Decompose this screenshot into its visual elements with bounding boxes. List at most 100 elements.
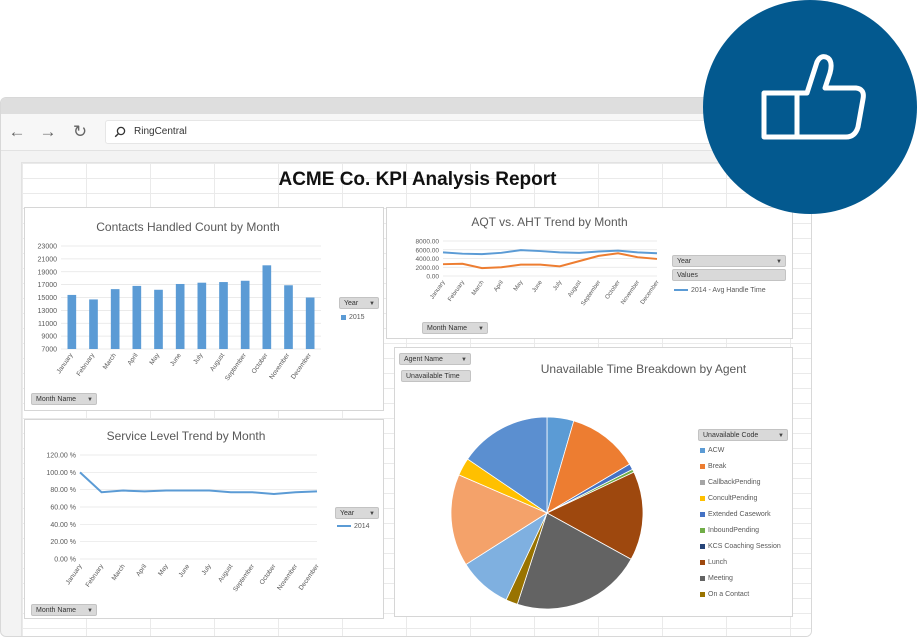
y-tick-label: 100.00 % bbox=[46, 470, 76, 477]
legend-swatch bbox=[700, 511, 705, 517]
x-tick-label: March bbox=[111, 563, 127, 582]
bar bbox=[175, 283, 185, 349]
x-tick-label: April bbox=[126, 352, 140, 367]
x-tick-label: November bbox=[620, 280, 641, 306]
pie-legend-item: KCS Coaching Session bbox=[700, 543, 781, 550]
pie-legend-label: Meeting bbox=[708, 575, 733, 582]
aqt-legend-label: 2014 - Avg Handle Time bbox=[691, 287, 766, 294]
x-tick-label: June bbox=[532, 279, 545, 294]
arrow-right-icon[interactable]: → bbox=[39, 122, 57, 141]
agent-name-filter-button[interactable]: Agent Name ▼ bbox=[399, 353, 471, 365]
year-filter-button[interactable]: Year ▼ bbox=[672, 255, 786, 267]
x-tick-label: May bbox=[157, 563, 170, 578]
unavailable-code-label: Unavailable Code bbox=[703, 432, 759, 439]
y-tick-label: 13000 bbox=[38, 308, 58, 315]
bar bbox=[305, 297, 315, 349]
service-chart-panel[interactable]: Service Level Trend by Month 120.00 % 100… bbox=[24, 419, 384, 619]
x-tick-label: January bbox=[56, 352, 75, 376]
x-tick-label: April bbox=[493, 280, 505, 293]
address-text: RingCentral bbox=[134, 126, 187, 137]
year-filter-label: Year bbox=[344, 300, 359, 307]
pie-legend-item: On a Contact bbox=[700, 591, 749, 598]
chevron-down-icon: ▼ bbox=[87, 397, 93, 403]
aqt-legend-item: 2014 - Avg Handle Time bbox=[674, 287, 766, 294]
service-legend-item: 2014 bbox=[337, 523, 370, 530]
address-bar[interactable]: RingCentral bbox=[105, 120, 810, 144]
legend-swatch bbox=[341, 314, 346, 320]
month-name-filter-button[interactable]: Month Name ▼ bbox=[31, 604, 97, 616]
y-tick-label: 17000 bbox=[38, 282, 58, 289]
x-tick-label: July bbox=[201, 563, 214, 577]
y-tick-label: 7000 bbox=[41, 347, 57, 354]
y-tick-label: 19000 bbox=[38, 269, 58, 276]
year-filter-button[interactable]: Year ▼ bbox=[335, 507, 379, 519]
year-filter-button[interactable]: Year ▼ bbox=[339, 297, 379, 309]
pie-legend-item: CallbackPending bbox=[700, 479, 761, 486]
y-tick-label: 8000.00 bbox=[416, 239, 440, 246]
contacts-legend-item: 2015 bbox=[341, 314, 365, 321]
y-tick-label: 6000.00 bbox=[416, 247, 440, 254]
x-tick-label: August bbox=[209, 352, 226, 373]
x-tick-label: March bbox=[471, 280, 485, 297]
year-filter-label: Year bbox=[677, 258, 692, 265]
y-tick-label: 60.00 % bbox=[50, 505, 76, 512]
pie-slice bbox=[546, 471, 644, 560]
x-tick-label: February bbox=[85, 563, 106, 589]
unavailable-code-filter-button[interactable]: Unavailable Code ▼ bbox=[698, 429, 788, 441]
x-tick-label: September bbox=[232, 562, 256, 593]
unavailable-time-button[interactable]: Unavailable Time bbox=[401, 370, 471, 382]
bar bbox=[89, 299, 98, 349]
bar bbox=[132, 285, 142, 349]
pie-legend-label: Lunch bbox=[708, 559, 728, 566]
pie-legend-item: ConcultPending bbox=[700, 495, 757, 502]
legend-swatch bbox=[700, 591, 705, 597]
report-title: ACME Co. KPI Analysis Report bbox=[278, 169, 557, 190]
pie-legend-label: Break bbox=[708, 463, 727, 470]
y-tick-label: 120.00 % bbox=[46, 453, 76, 460]
service-legend-label: 2014 bbox=[354, 523, 370, 530]
pie-legend-item: ACW bbox=[700, 447, 724, 454]
search-icon bbox=[114, 126, 126, 138]
aqt-chart-panel[interactable]: AQT vs. AHT Trend by Month 8000.00 6000.0… bbox=[386, 207, 793, 339]
funnel-icon: ▼ bbox=[776, 259, 782, 265]
bar bbox=[67, 294, 77, 349]
refresh-icon[interactable]: ↻ bbox=[72, 122, 88, 141]
x-tick-label: February bbox=[76, 352, 97, 378]
bar bbox=[284, 285, 293, 349]
x-tick-label: August bbox=[217, 563, 234, 584]
unavailable-chart-panel[interactable]: Unavailable Time Breakdown by Agent Agen… bbox=[394, 347, 793, 617]
pie-legend-item: Extended Casework bbox=[700, 511, 771, 518]
legend-line-swatch bbox=[337, 525, 351, 528]
pie-legend-label: InboundPending bbox=[708, 527, 759, 534]
x-tick-label: October bbox=[251, 351, 270, 375]
thumbs-up-icon bbox=[761, 54, 866, 140]
unavailable-time-label: Unavailable Time bbox=[406, 373, 460, 380]
legend-swatch bbox=[700, 575, 705, 581]
x-tick-label: October bbox=[259, 562, 278, 586]
legend-swatch bbox=[700, 559, 705, 565]
values-filter-label: Values bbox=[677, 272, 698, 279]
series-line bbox=[442, 252, 658, 270]
values-filter-button[interactable]: Values bbox=[672, 269, 786, 281]
y-tick-label: 4000.00 bbox=[416, 256, 440, 263]
legend-swatch bbox=[700, 447, 705, 453]
pie-legend-label: KCS Coaching Session bbox=[708, 543, 781, 550]
arrow-left-icon[interactable]: ← bbox=[8, 122, 26, 141]
chevron-down-icon: ▼ bbox=[87, 608, 93, 614]
aqt-chart-title: AQT vs. AHT Trend by Month bbox=[471, 215, 628, 229]
y-tick-label: 20.00 % bbox=[50, 539, 76, 546]
month-name-filter-button[interactable]: Month Name ▼ bbox=[31, 393, 97, 405]
x-tick-label: October bbox=[605, 280, 622, 301]
x-tick-label: December bbox=[640, 280, 661, 306]
x-tick-label: May bbox=[148, 352, 161, 367]
legend-swatch bbox=[700, 463, 705, 469]
contacts-bar-chart: 23000 21000 19000 17000 15000 13000 11000 9000 7… bbox=[38, 244, 321, 382]
contacts-chart-panel[interactable]: Contacts Handled Count by Month 23000 210… bbox=[24, 207, 384, 411]
month-name-filter-button[interactable]: Month Name ▼ bbox=[422, 322, 488, 334]
agent-name-label: Agent Name bbox=[404, 356, 443, 363]
x-tick-label: November bbox=[268, 351, 291, 380]
pie-legend-label: ConcultPending bbox=[708, 495, 758, 502]
x-tick-label: November bbox=[276, 562, 299, 591]
series-line bbox=[79, 471, 318, 496]
